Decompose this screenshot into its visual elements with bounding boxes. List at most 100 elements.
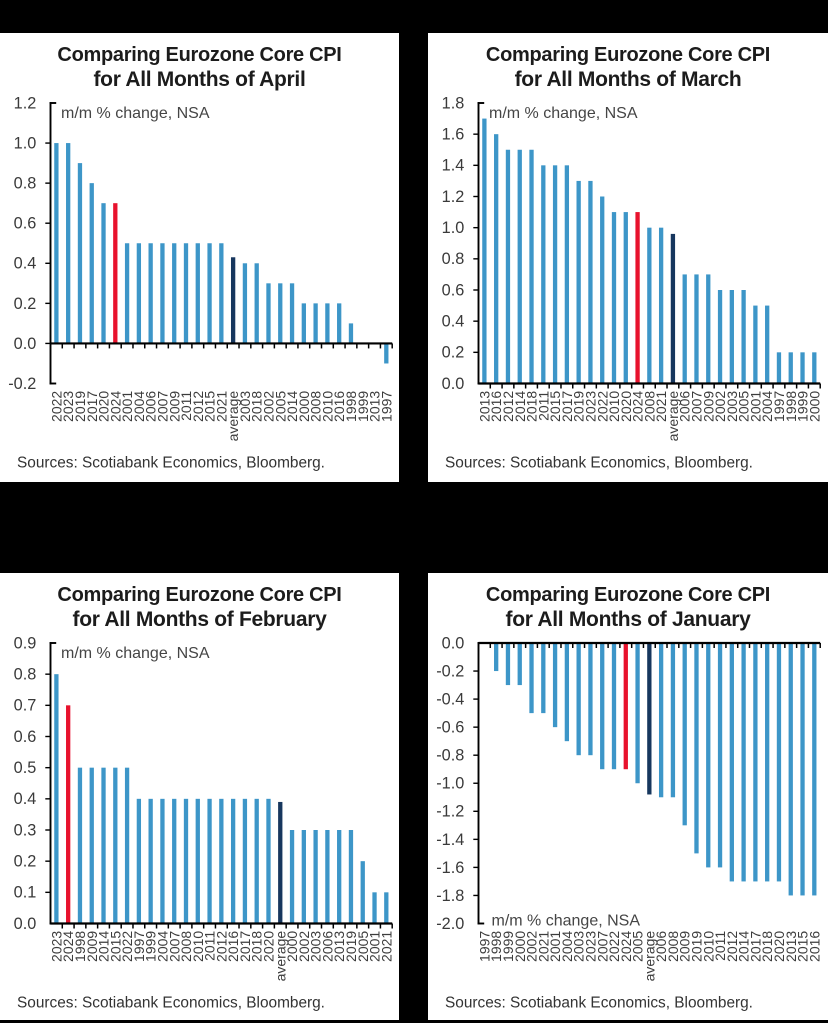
svg-text:-0.2: -0.2 <box>8 375 36 393</box>
svg-text:-1.4: -1.4 <box>436 831 464 849</box>
svg-text:2001: 2001 <box>547 931 563 962</box>
svg-text:2013: 2013 <box>783 931 799 962</box>
svg-text:2014: 2014 <box>512 391 528 422</box>
svg-text:2007: 2007 <box>154 391 170 422</box>
svg-text:-0.2: -0.2 <box>436 662 464 680</box>
svg-text:2020: 2020 <box>96 391 112 422</box>
svg-text:2010: 2010 <box>606 391 622 422</box>
svg-text:2021: 2021 <box>378 931 394 962</box>
svg-text:2017: 2017 <box>237 931 253 962</box>
svg-text:2018: 2018 <box>249 391 265 422</box>
svg-text:0.6: 0.6 <box>14 215 37 233</box>
svg-text:2009: 2009 <box>700 391 716 422</box>
svg-text:1999: 1999 <box>355 391 371 422</box>
svg-text:-0.6: -0.6 <box>436 719 464 737</box>
svg-text:2005: 2005 <box>272 391 288 422</box>
svg-text:-1.8: -1.8 <box>436 887 464 905</box>
svg-text:0.6: 0.6 <box>442 281 465 299</box>
svg-text:2018: 2018 <box>524 391 540 422</box>
svg-text:0.0: 0.0 <box>442 634 465 652</box>
svg-text:-0.8: -0.8 <box>436 747 464 765</box>
svg-text:2016: 2016 <box>331 391 347 422</box>
svg-text:1998: 1998 <box>488 931 504 962</box>
svg-text:2010: 2010 <box>700 931 716 962</box>
svg-text:1.6: 1.6 <box>442 126 465 144</box>
svg-text:Comparing Eurozone Core CPI: Comparing Eurozone Core CPI <box>57 584 341 606</box>
svg-text:1999: 1999 <box>143 931 159 962</box>
svg-text:2007: 2007 <box>689 391 705 422</box>
svg-text:1.8: 1.8 <box>442 94 465 112</box>
svg-text:2005: 2005 <box>630 931 646 962</box>
svg-text:1.0: 1.0 <box>442 219 465 237</box>
svg-text:2000: 2000 <box>806 391 822 422</box>
svg-text:0.9: 0.9 <box>14 634 37 652</box>
svg-text:2015: 2015 <box>107 931 123 962</box>
svg-text:2009: 2009 <box>166 391 182 422</box>
svg-text:2005: 2005 <box>736 391 752 422</box>
svg-text:1997: 1997 <box>476 931 492 962</box>
svg-text:1997: 1997 <box>378 391 394 422</box>
svg-text:2020: 2020 <box>618 391 634 422</box>
svg-text:2008: 2008 <box>178 931 194 962</box>
svg-text:-1.6: -1.6 <box>436 859 464 877</box>
svg-text:2004: 2004 <box>559 931 575 962</box>
svg-text:2019: 2019 <box>343 931 359 962</box>
svg-text:0.4: 0.4 <box>14 790 37 808</box>
svg-text:2016: 2016 <box>488 391 504 422</box>
svg-text:Sources: Scotiabank Economics,: Sources: Scotiabank Economics, Bloomberg… <box>17 995 325 1012</box>
svg-text:2008: 2008 <box>308 391 324 422</box>
svg-text:Comparing Eurozone Core CPI: Comparing Eurozone Core CPI <box>486 44 770 66</box>
svg-text:2004: 2004 <box>131 391 147 422</box>
svg-text:2019: 2019 <box>689 931 705 962</box>
svg-text:2018: 2018 <box>249 931 265 962</box>
svg-text:1.2: 1.2 <box>14 94 37 112</box>
svg-text:2009: 2009 <box>84 931 100 962</box>
svg-text:0.5: 0.5 <box>14 759 37 777</box>
svg-text:2024: 2024 <box>618 931 634 962</box>
svg-text:2017: 2017 <box>559 391 575 422</box>
svg-text:2021: 2021 <box>653 391 669 422</box>
svg-text:Sources: Scotiabank Economics,: Sources: Scotiabank Economics, Bloomberg… <box>445 995 753 1012</box>
svg-text:-1.2: -1.2 <box>436 803 464 821</box>
svg-text:2006: 2006 <box>319 931 335 962</box>
svg-text:0.4: 0.4 <box>442 313 465 331</box>
svg-text:2002: 2002 <box>261 391 277 422</box>
svg-text:2019: 2019 <box>571 391 587 422</box>
svg-text:2012: 2012 <box>500 391 516 422</box>
svg-text:-0.4: -0.4 <box>436 691 464 709</box>
svg-text:1998: 1998 <box>783 391 799 422</box>
svg-text:2014: 2014 <box>284 391 300 422</box>
svg-text:2021: 2021 <box>213 391 229 422</box>
svg-text:2022: 2022 <box>119 931 135 962</box>
svg-text:2013: 2013 <box>367 391 383 422</box>
svg-text:1999: 1999 <box>795 391 811 422</box>
svg-text:2011: 2011 <box>535 391 551 421</box>
svg-text:2002: 2002 <box>712 391 728 422</box>
svg-text:2012: 2012 <box>213 931 229 962</box>
svg-text:2024: 2024 <box>107 391 123 422</box>
svg-text:1997: 1997 <box>131 931 147 962</box>
svg-text:m/m % change, NSA: m/m % change, NSA <box>61 645 210 662</box>
svg-text:2001: 2001 <box>367 931 383 962</box>
svg-text:for All Months of January: for All Months of January <box>506 608 752 631</box>
svg-text:2022: 2022 <box>594 391 610 422</box>
svg-text:2007: 2007 <box>594 931 610 962</box>
svg-text:2008: 2008 <box>641 391 657 422</box>
svg-text:2013: 2013 <box>476 391 492 422</box>
svg-text:2017: 2017 <box>747 931 763 962</box>
svg-text:0.0: 0.0 <box>14 915 37 933</box>
svg-text:2023: 2023 <box>582 931 598 962</box>
svg-text:2014: 2014 <box>96 931 112 962</box>
svg-text:2006: 2006 <box>143 391 159 422</box>
svg-text:0.1: 0.1 <box>14 884 37 902</box>
svg-text:average: average <box>641 931 657 982</box>
svg-text:2013: 2013 <box>331 931 347 962</box>
svg-text:average: average <box>272 931 288 982</box>
svg-text:2011: 2011 <box>178 391 194 421</box>
svg-text:2023: 2023 <box>582 391 598 422</box>
svg-text:m/m % change, NSA: m/m % change, NSA <box>61 105 210 122</box>
svg-text:1999: 1999 <box>500 931 516 962</box>
svg-text:2008: 2008 <box>665 931 681 962</box>
svg-text:2004: 2004 <box>154 931 170 962</box>
svg-text:2021: 2021 <box>535 931 551 962</box>
